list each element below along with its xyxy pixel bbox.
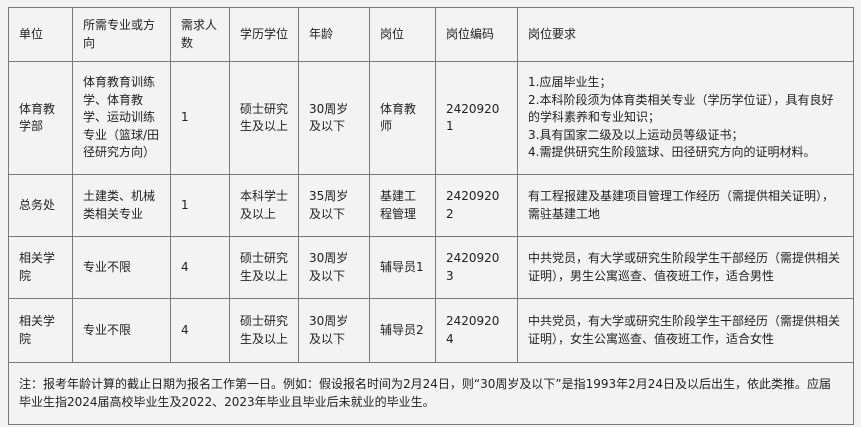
header-degree: 学历学位 — [229, 7, 299, 62]
cell-count: 1 — [170, 61, 230, 175]
header-count: 需求人数 — [170, 7, 230, 62]
cell-age: 30周岁及以下 — [298, 236, 370, 299]
table-row: 相关学院 专业不限 4 硕士研究生及以上 30周岁及以下 辅导员2 242092… — [8, 298, 854, 363]
header-unit: 单位 — [8, 7, 73, 62]
table-row: 体育教学部 体育教育训练学、体育教学、运动训练专业（篮球/田径研究方向） 1 硕… — [8, 61, 854, 175]
cell-degree: 本科学士及以上 — [229, 174, 299, 237]
cell-major: 土建类、机械类相关专业 — [72, 174, 171, 237]
cell-requirements: 1.应届毕业生； 2.本科阶段须为体育类相关专业（学历学位证），具有良好的学科素… — [517, 61, 854, 175]
cell-degree: 硕士研究生及以上 — [229, 61, 299, 175]
cell-age: 30周岁及以下 — [298, 298, 370, 363]
cell-major: 专业不限 — [72, 236, 171, 299]
cell-unit: 相关学院 — [8, 298, 73, 363]
cell-position: 辅导员1 — [369, 236, 436, 299]
recruitment-table: 单位 所需专业或方向 需求人数 学历学位 年龄 岗位 岗位编码 岗位要求 体育教… — [8, 7, 854, 425]
cell-count: 4 — [170, 236, 230, 299]
cell-unit: 体育教学部 — [8, 61, 73, 175]
cell-age: 35周岁及以下 — [298, 174, 370, 237]
cell-requirements: 中共党员，有大学或研究生阶段学生干部经历（需提供相关证明），女生公寓巡查、值夜班… — [517, 298, 854, 363]
header-age: 年龄 — [298, 7, 370, 62]
cell-unit: 相关学院 — [8, 236, 73, 299]
table-row: 总务处 土建类、机械类相关专业 1 本科学士及以上 35周岁及以下 基建工程管理… — [8, 174, 854, 237]
cell-major: 体育教育训练学、体育教学、运动训练专业（篮球/田径研究方向） — [72, 61, 171, 175]
cell-age: 30周岁及以下 — [298, 61, 370, 175]
header-major: 所需专业或方向 — [72, 7, 171, 62]
cell-major: 专业不限 — [72, 298, 171, 363]
header-position: 岗位 — [369, 7, 436, 62]
table-row: 相关学院 专业不限 4 硕士研究生及以上 30周岁及以下 辅导员1 242092… — [8, 236, 854, 299]
header-requirements: 岗位要求 — [517, 7, 854, 62]
cell-code: 24209201 — [435, 61, 518, 175]
cell-position: 基建工程管理 — [369, 174, 436, 237]
cell-code: 24209204 — [435, 298, 518, 363]
cell-code: 24209202 — [435, 174, 518, 237]
cell-unit: 总务处 — [8, 174, 73, 237]
note-text: 注：报考年龄计算的截止日期为报名工作第一日。例如：假设报名时间为2月24日，则“… — [8, 362, 854, 425]
cell-position: 体育教师 — [369, 61, 436, 175]
cell-degree: 硕士研究生及以上 — [229, 236, 299, 299]
cell-position: 辅导员2 — [369, 298, 436, 363]
cell-requirements: 中共党员，有大学或研究生阶段学生干部经历（需提供相关证明），男生公寓巡查、值夜班… — [517, 236, 854, 299]
cell-requirements: 有工程报建及基建项目管理工作经历（需提供相关证明），需驻基建工地 — [517, 174, 854, 237]
cell-code: 24209203 — [435, 236, 518, 299]
cell-count: 4 — [170, 298, 230, 363]
cell-count: 1 — [170, 174, 230, 237]
note-row: 注：报考年龄计算的截止日期为报名工作第一日。例如：假设报名时间为2月24日，则“… — [8, 362, 854, 425]
header-code: 岗位编码 — [435, 7, 518, 62]
header-row: 单位 所需专业或方向 需求人数 学历学位 年龄 岗位 岗位编码 岗位要求 — [8, 7, 854, 62]
cell-degree: 硕士研究生及以上 — [229, 298, 299, 363]
